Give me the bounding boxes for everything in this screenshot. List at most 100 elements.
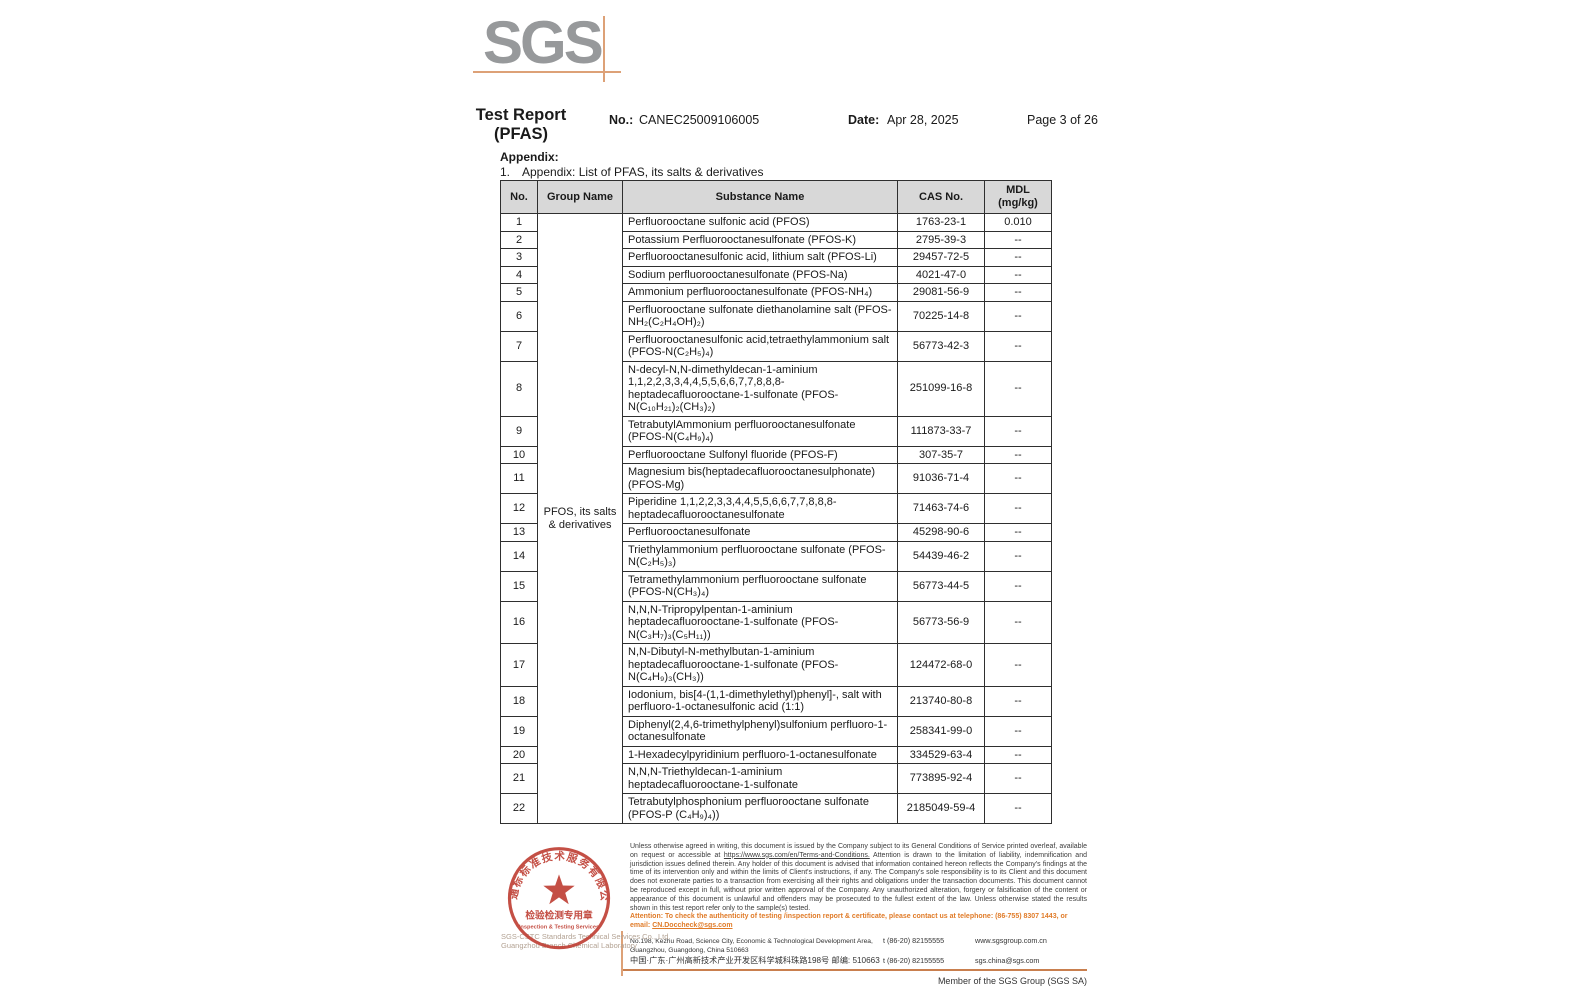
- header-group-name: Group Name: [537, 180, 623, 214]
- substance-name-cell: Perfluorooctanesulfonic acid, lithium sa…: [622, 248, 898, 267]
- table-row: 7 Perfluorooctanesulfonic acid,tetraethyl…: [500, 330, 1052, 362]
- row-number-cell: 6: [500, 300, 538, 332]
- mdl-value-cell: --: [984, 763, 1052, 794]
- mdl-value-cell: --: [984, 523, 1052, 542]
- appendix-section: Appendix: 1. Appendix: List of PFAS, its …: [500, 150, 1100, 179]
- cas-number-cell: 29081-56-9: [897, 283, 985, 302]
- appendix-item-number: 1.: [500, 165, 511, 179]
- mdl-value-cell: --: [984, 745, 1052, 764]
- cas-number-cell: 213740-80-8: [897, 685, 985, 717]
- row-number-cell: 20: [500, 745, 538, 764]
- report-header: Test Report (PFAS) No.: CANEC25009106005…: [473, 104, 1113, 150]
- stamp-area: 通标标准技术服务有限公司广州分公司 检验检测专用章 Inspection & T…: [501, 843, 671, 958]
- address-row-en: No.198, Kezhu Road, Science City, Econom…: [630, 936, 1087, 955]
- stamp-en-text: Inspection & Testing Services: [519, 924, 599, 930]
- cas-number-cell: 45298-90-6: [897, 523, 985, 542]
- substance-name-cell: Perfluorooctanesulfonic acid,tetraethyla…: [622, 330, 898, 362]
- row-number-cell: 12: [500, 493, 538, 524]
- row-number-cell: 17: [500, 643, 538, 687]
- substance-name-cell: Perfluorooctane sulfonic acid (PFOS): [622, 213, 898, 232]
- disclaimer-text: Unless otherwise agreed in writing, this…: [630, 843, 1087, 913]
- cas-number-cell: 251099-16-8: [897, 360, 985, 417]
- table-row: 4 Sodium perfluorooctanesulfonate (PFOS-N…: [500, 265, 1052, 284]
- table-header-row: No. Group Name Substance Name CAS No. MD…: [500, 180, 1052, 214]
- cas-number-cell: 773895-92-4: [897, 763, 985, 794]
- mdl-value-cell: --: [984, 360, 1052, 417]
- cas-number-cell: 70225-14-8: [897, 300, 985, 332]
- appendix-heading: Appendix:: [500, 150, 559, 164]
- substance-name-cell: Tetramethylammonium perfluorooctane sulf…: [622, 570, 898, 602]
- disclaimer-pre: Unless otherwise agreed in writing, this…: [630, 843, 1087, 859]
- row-number-cell: 2: [500, 230, 538, 249]
- table-row: 9 TetrabutylAmmonium perfluorooctanesulfo…: [500, 415, 1052, 447]
- row-number-cell: 19: [500, 715, 538, 747]
- mdl-value-cell: --: [984, 570, 1052, 602]
- mdl-value-cell: 0.010: [984, 213, 1052, 232]
- cas-number-cell: 71463-74-6: [897, 493, 985, 524]
- header-no: No.: [500, 180, 538, 214]
- substance-name-cell: Potassium Perfluorooctanesulfonate (PFOS…: [622, 230, 898, 249]
- substance-name-cell: 1-Hexadecylpyridinium perfluoro-1-octane…: [622, 745, 898, 764]
- address-block: No.198, Kezhu Road, Science City, Econom…: [621, 930, 1087, 976]
- table-row: 16 N,N,N-Tripropylpentan-1-aminium heptad…: [500, 600, 1052, 644]
- legal-column: Unless otherwise agreed in writing, this…: [621, 843, 1087, 986]
- sgs-member-line: Member of the SGS Group (SGS SA): [937, 975, 1087, 986]
- inspection-stamp-icon: 通标标准技术服务有限公司广州分公司 检验检测专用章 Inspection & T…: [503, 845, 611, 950]
- terms-link[interactable]: https://www.sgs.com/en/Terms-and-Conditi…: [723, 851, 870, 859]
- cas-number-cell: 258341-99-0: [897, 715, 985, 747]
- mdl-value-cell: --: [984, 600, 1052, 644]
- mdl-value-cell: --: [984, 715, 1052, 747]
- document-page: SGS Test Report (PFAS) No.: CANEC2500910…: [473, 0, 1113, 1000]
- cas-number-cell: 91036-71-4: [897, 463, 985, 494]
- report-title: Test Report (PFAS): [473, 106, 569, 144]
- row-number-cell: 8: [500, 360, 538, 417]
- cas-number-cell: 334529-63-4: [897, 745, 985, 764]
- substance-name-cell: N,N,N-Tripropylpentan-1-aminium heptadec…: [622, 600, 898, 644]
- sgs-logo: SGS: [473, 13, 633, 86]
- page-footer: 通标标准技术服务有限公司广州分公司 检验检测专用章 Inspection & T…: [501, 843, 1087, 986]
- substance-name-cell: N,N-Dibutyl-N-methylbutan-1-aminium hept…: [622, 643, 898, 687]
- row-number-cell: 21: [500, 763, 538, 794]
- mdl-value-cell: --: [984, 793, 1052, 824]
- report-no-label: No.:: [609, 113, 634, 127]
- company-name-line1: SGS-CSTC Standards Technical Services Co…: [501, 932, 671, 941]
- cas-number-cell: 56773-42-3: [897, 330, 985, 362]
- table-row: 17 N,N-Dibutyl-N-methylbutan-1-aminium he…: [500, 643, 1052, 687]
- header-mdl: MDL (mg/kg): [984, 180, 1052, 214]
- cas-number-cell: 29457-72-5: [897, 248, 985, 267]
- doccheck-email-link[interactable]: CN.Doccheck@sgs.com: [652, 922, 733, 930]
- cas-number-cell: 124472-68-0: [897, 643, 985, 687]
- substance-name-cell: Perfluorooctane sulfonate diethanolamine…: [622, 300, 898, 332]
- page-indicator: Page 3 of 26: [1027, 113, 1098, 127]
- cas-number-cell: 2795-39-3: [897, 230, 985, 249]
- substance-name-cell: TetrabutylAmmonium perfluorooctanesulfon…: [622, 415, 898, 447]
- phone-number-2: t (86-20) 82155555: [883, 955, 945, 965]
- website-url[interactable]: www.sgsgroup.com.cn: [975, 935, 1047, 945]
- table-row: 6 Perfluorooctane sulfonate diethanolamin…: [500, 300, 1052, 332]
- substance-name-cell: Perfluorooctane Sulfonyl fluoride (PFOS-…: [622, 445, 898, 464]
- email-address[interactable]: sgs.china@sgs.com: [975, 955, 1040, 965]
- header-substance-name: Substance Name: [622, 180, 898, 214]
- report-date-label: Date:: [848, 113, 880, 127]
- row-number-cell: 13: [500, 523, 538, 542]
- table-row: 14 Triethylammonium perfluorooctane sulfo…: [500, 540, 1052, 572]
- disclaimer-post: Attention is drawn to the limitation of …: [630, 851, 1087, 912]
- header-cas-no: CAS No.: [897, 180, 985, 214]
- mdl-value-cell: --: [984, 230, 1052, 249]
- phone-number-1: t (86-20) 82155555: [883, 935, 945, 945]
- mdl-value-cell: --: [984, 330, 1052, 362]
- table-row: 1 PFOS, its salts & derivatives Perfluoroo…: [500, 213, 1052, 824]
- row-number-cell: 7: [500, 330, 538, 362]
- mdl-value-cell: --: [984, 283, 1052, 302]
- mdl-value-cell: --: [984, 643, 1052, 687]
- cas-number-cell: 56773-56-9: [897, 600, 985, 644]
- pfas-substances-table: No. Group Name Substance Name CAS No. MD…: [500, 180, 1052, 824]
- cas-number-cell: 1763-23-1: [897, 213, 985, 232]
- table-row: 12 Piperidine 1,1,2,2,3,3,4,4,5,5,6,6,7,7…: [500, 493, 1052, 524]
- mdl-value-cell: --: [984, 540, 1052, 572]
- report-date-value: Apr 28, 2025: [887, 113, 959, 127]
- address-cn: 中国·广东·广州高新技术产业开发区科学城科珠路198号 邮编: 510663: [630, 955, 880, 965]
- row-number-cell: 10: [500, 445, 538, 464]
- cas-number-cell: 56773-44-5: [897, 570, 985, 602]
- substance-name-cell: Ammonium perfluorooctanesulfonate (PFOS-…: [622, 283, 898, 302]
